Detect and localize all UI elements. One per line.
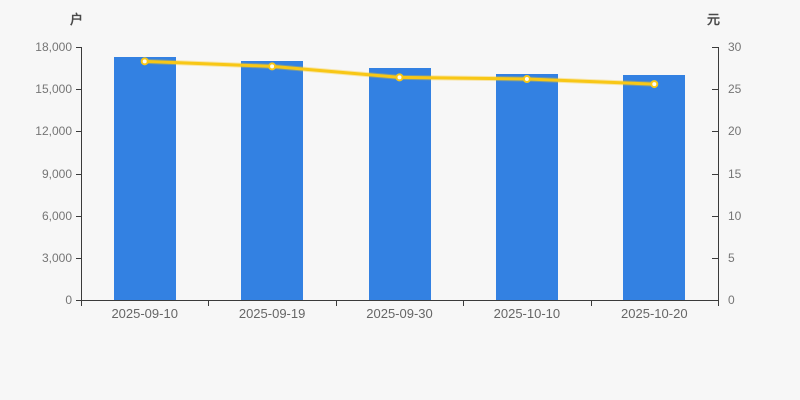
left-axis-tick-label: 15,000	[35, 82, 72, 97]
x-axis-tick	[208, 301, 210, 306]
x-axis-tick	[335, 301, 337, 306]
right-axis-tick-label: 15	[728, 166, 742, 181]
left-axis-title: 户	[70, 12, 84, 27]
left-axis-tick-label: 0	[65, 293, 72, 307]
right-axis-tick-label: 20	[728, 124, 742, 139]
right-axis-tick	[712, 300, 718, 301]
x-axis-category-label: 2025-10-10	[493, 306, 561, 321]
right-axis-tick	[712, 215, 718, 217]
price-point-marker	[650, 80, 659, 89]
price-point-marker	[268, 62, 277, 71]
price-point-marker	[395, 73, 404, 82]
right-axis-title: 元	[707, 12, 721, 27]
left-axis-tick	[76, 89, 81, 91]
x-axis-tick	[590, 301, 592, 306]
left-axis-tick-label: 9,000	[41, 166, 72, 181]
left-axis-tick	[76, 215, 81, 217]
right-axis-tick	[712, 131, 718, 133]
bar	[113, 56, 176, 300]
x-axis-tick	[463, 301, 465, 306]
right-axis-tick-label: 25	[728, 82, 742, 97]
right-axis-tick-label: 30	[728, 40, 742, 54]
left-axis-tick	[76, 47, 81, 48]
x-axis-category-label: 2025-09-30	[366, 306, 433, 321]
right-axis-tick-label: 0	[728, 293, 735, 307]
left-axis-tick-label: 18,000	[35, 40, 72, 54]
bar	[241, 61, 304, 300]
right-axis-tick	[712, 257, 718, 259]
x-axis-category-label: 2025-10-20	[621, 306, 688, 321]
right-axis-tick	[712, 173, 718, 175]
left-axis-line	[81, 47, 82, 300]
right-axis-line	[718, 47, 719, 300]
right-axis-tick	[712, 47, 718, 48]
bar	[495, 73, 558, 300]
bar	[623, 75, 686, 300]
left-axis-tick	[76, 257, 81, 259]
right-axis-tick	[712, 89, 718, 91]
x-axis-category-label: 2025-09-10	[111, 306, 178, 321]
left-axis-tick-label: 3,000	[41, 250, 72, 265]
x-axis-tick	[718, 301, 719, 306]
left-axis-tick-label: 12,000	[35, 124, 72, 139]
left-axis-tick	[76, 131, 81, 133]
left-axis-tick	[76, 300, 81, 301]
right-axis-tick-label: 10	[728, 208, 742, 223]
left-axis-tick	[76, 173, 81, 175]
price-point-marker	[522, 75, 531, 84]
x-axis-line	[81, 300, 719, 301]
x-axis-tick	[81, 301, 82, 306]
bar	[368, 68, 431, 300]
price-point-marker	[140, 57, 149, 66]
right-axis-tick-label: 5	[728, 250, 735, 265]
x-axis-category-label: 2025-09-19	[238, 306, 306, 321]
left-axis-tick-label: 6,000	[41, 208, 72, 223]
